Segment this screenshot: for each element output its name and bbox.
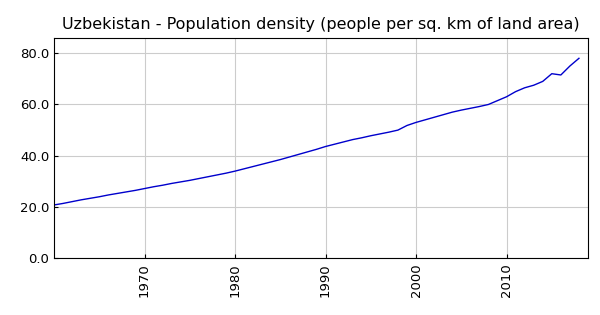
Title: Uzbekistan - Population density (people per sq. km of land area): Uzbekistan - Population density (people … — [62, 17, 580, 32]
